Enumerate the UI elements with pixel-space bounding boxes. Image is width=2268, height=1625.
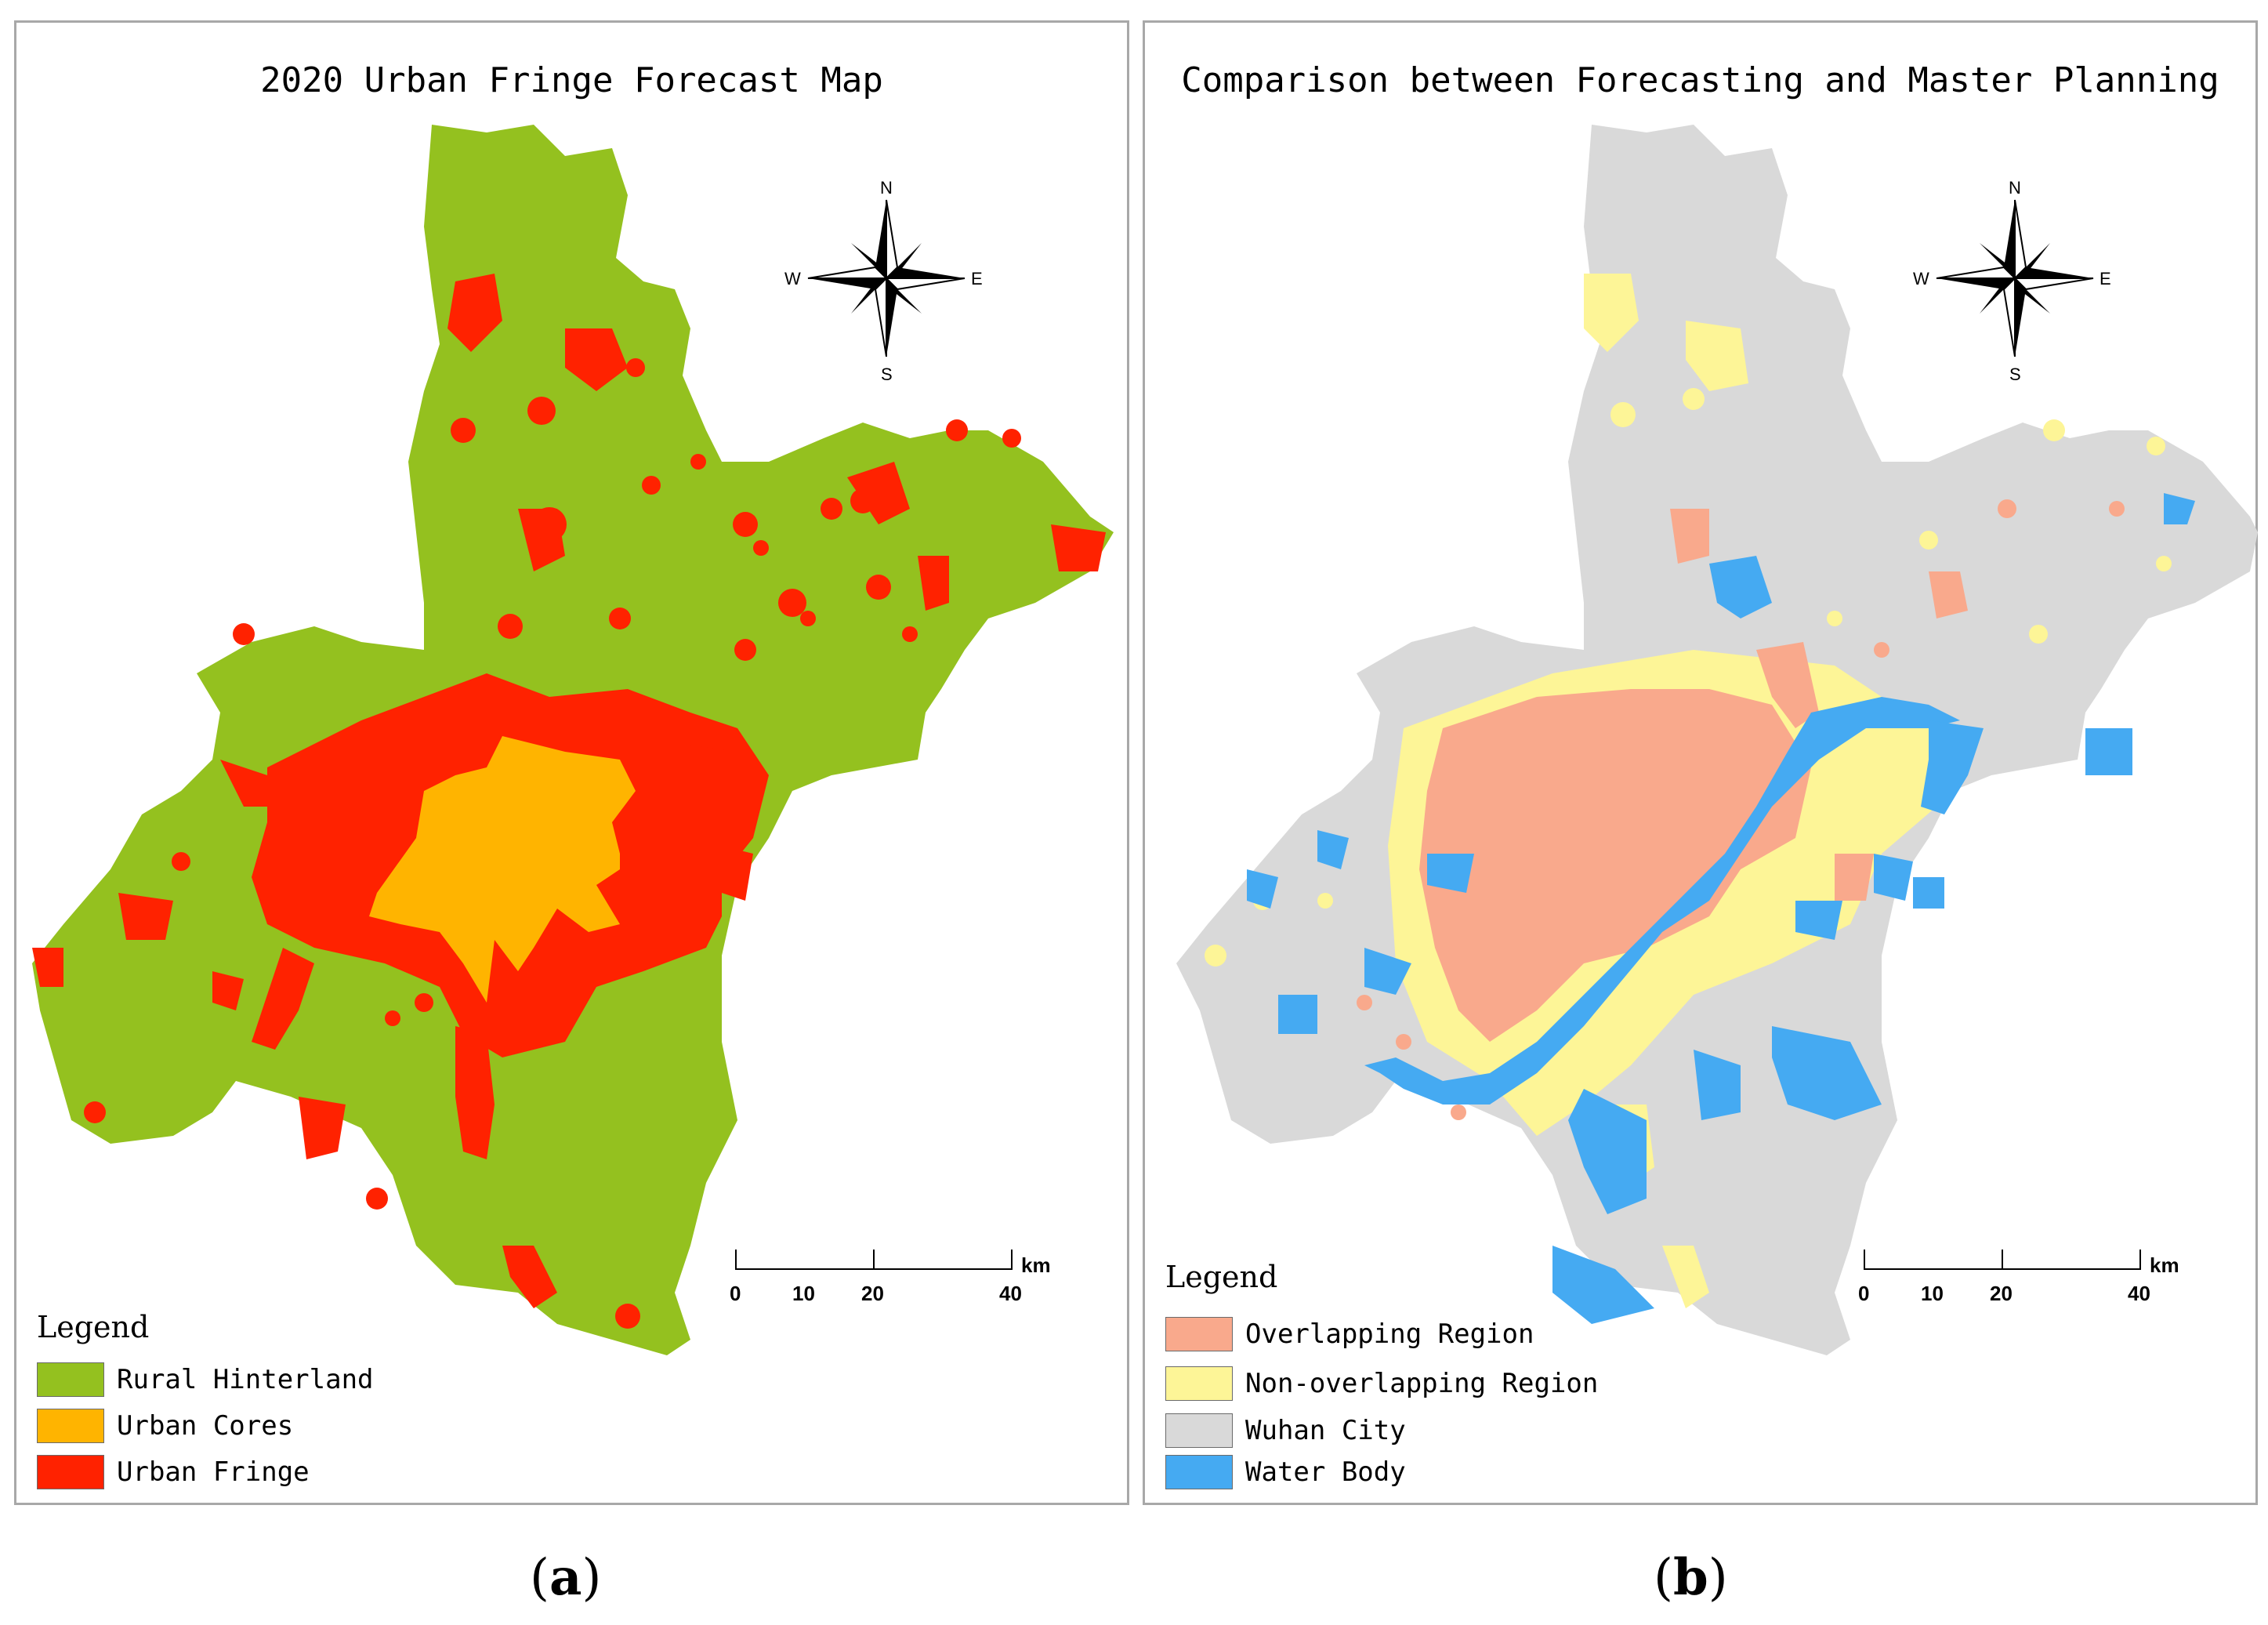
map-b: N S E W 0 10 20 40 km [1176,125,2258,1355]
compass-b-w: W [1913,269,1929,288]
legend-b-water-body: Water Body [1165,1454,1406,1490]
panel-a: 2020 Urban Fringe Forecast Map [14,20,1129,1505]
scale-b-10: 10 [1921,1282,1944,1305]
compass-b-s: S [2009,365,2021,384]
caption-b-open: ( [1654,1549,1673,1607]
legend-b-label: Overlapping Region [1245,1318,1534,1350]
compass-a-n: N [880,178,893,198]
legend-b-label: Non-overlapping Region [1245,1368,1599,1399]
panel-b: Comparison between Forecasting and Maste… [1143,20,2258,1505]
scale-a-40: 40 [999,1282,1022,1305]
scale-b-20: 20 [1990,1282,2013,1305]
scale-b-unit: km [2150,1253,2179,1277]
swatch-urban-cores [37,1409,104,1443]
scale-a-unit: km [1021,1253,1051,1277]
scale-a-10: 10 [792,1282,815,1305]
compass-a-e: E [971,269,983,288]
legend-b-overlapping: Overlapping Region [1165,1316,1534,1352]
legend-a-urban-cores: Urban Cores [37,1408,293,1444]
legend-b-label: Water Body [1245,1456,1406,1488]
overlapping-region [1357,499,2125,1120]
scale-a-20: 20 [861,1282,884,1305]
swatch-overlapping [1165,1317,1233,1351]
scale-a-0: 0 [730,1282,741,1305]
compass-a: N S E W [784,178,983,384]
legend-a-label: Rural Hinterland [117,1364,374,1395]
compass-a-w: W [784,269,801,288]
scale-bar-b: 0 10 20 40 km [1858,1250,2179,1305]
panel-a-title: 2020 Urban Fringe Forecast Map [260,60,883,100]
swatch-wuhan-city [1165,1413,1233,1448]
caption-b-letter: b [1672,1548,1708,1607]
scale-b-40: 40 [2128,1282,2150,1305]
water-bodies [1247,493,2195,1324]
compass-a-s: S [881,365,893,384]
urban-cores-area [369,736,636,1003]
legend-a-rural-hinterland: Rural Hinterland [37,1362,374,1398]
legend-b-wuhan-city: Wuhan City [1165,1413,1406,1449]
legend-b-label: Wuhan City [1245,1415,1406,1446]
panel-b-title: Comparison between Forecasting and Maste… [1181,60,2219,100]
scale-b-0: 0 [1858,1282,1869,1305]
compass-b: N S E W [1913,178,2111,384]
scale-bar-a: 0 10 20 40 km [730,1250,1051,1305]
swatch-urban-fringe [37,1455,104,1489]
compass-b-e: E [2100,269,2111,288]
urban-fringe-patches [32,274,1106,1308]
legend-b-non-overlapping: Non-overlapping Region [1165,1366,1598,1402]
urban-fringe-dots [84,358,1090,1329]
caption-a-close: ) [581,1549,602,1607]
swatch-non-overlapping [1165,1366,1233,1401]
legend-a-urban-fringe: Urban Fringe [37,1454,310,1490]
legend-a-title: Legend [37,1310,150,1344]
caption-a: (a) [530,1548,601,1607]
legend-b-title: Legend [1165,1260,1278,1294]
legend-a-label: Urban Cores [117,1410,294,1442]
caption-a-letter: a [549,1548,582,1607]
caption-a-open: ( [530,1549,549,1607]
map-a: N S E W 0 10 20 40 km [32,125,1114,1355]
caption-b: (b) [1654,1548,1728,1607]
caption-b-close: ) [1708,1549,1728,1607]
swatch-water-body [1165,1455,1233,1489]
compass-b-n: N [2009,178,2021,198]
swatch-rural-hinterland [37,1362,104,1397]
legend-a-label: Urban Fringe [117,1456,310,1488]
